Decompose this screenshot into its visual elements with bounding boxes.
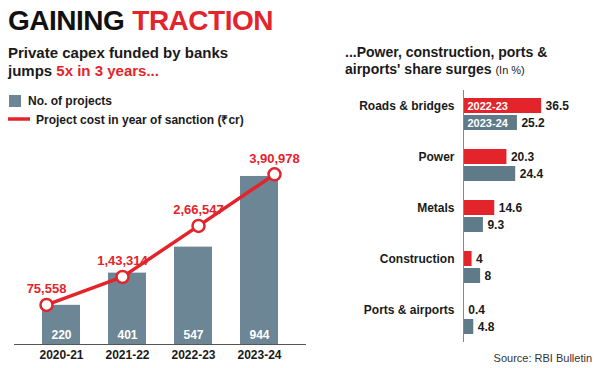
svg-text:401: 401 (117, 328, 137, 342)
svg-text:0.4: 0.4 (468, 303, 485, 317)
svg-text:220: 220 (51, 328, 71, 342)
svg-text:36.5: 36.5 (546, 99, 570, 113)
svg-text:Metals: Metals (417, 201, 455, 215)
svg-text:547: 547 (183, 328, 203, 342)
svg-text:Construction: Construction (380, 252, 455, 266)
html-text:Source: RBI Bulletin: Source: RBI Bulletin (493, 352, 592, 364)
svg-text:2022-23: 2022-23 (468, 100, 508, 112)
svg-text:1,43,314: 1,43,314 (97, 253, 148, 268)
svg-text:2,66,547: 2,66,547 (173, 202, 224, 217)
html-text:No. of projects: No. of projects (28, 94, 112, 108)
svg-text:Power: Power (418, 150, 454, 164)
svg-text:2020-21: 2020-21 (39, 348, 83, 362)
html-text:...Power, construction, ports: ...Power, construction, ports & airports… (345, 44, 548, 77)
html-text:GAINING TRACTION: GAINING TRACTION (8, 5, 273, 36)
html-text:Private capex funded by banks: Private capex funded by banks jumps 5x i… (8, 44, 229, 79)
svg-text:Ports & airports: Ports & airports (364, 303, 455, 317)
svg-text:Roads & bridges: Roads & bridges (359, 99, 455, 113)
svg-text:2023-24: 2023-24 (237, 348, 281, 362)
svg-text:4: 4 (476, 252, 483, 266)
svg-text:3,90,978: 3,90,978 (249, 151, 300, 166)
svg-text:8: 8 (485, 269, 492, 283)
svg-text:4.8: 4.8 (478, 320, 495, 334)
svg-text:20.3: 20.3 (511, 150, 535, 164)
svg-text:25.2: 25.2 (521, 116, 545, 130)
svg-text:2022-23: 2022-23 (171, 348, 215, 362)
svg-text:24.4: 24.4 (520, 167, 544, 181)
svg-text:2023-24: 2023-24 (468, 117, 509, 129)
svg-text:75,558: 75,558 (27, 281, 67, 296)
svg-text:944: 944 (249, 328, 269, 342)
html-text:Project cost in year of sancti: Project cost in year of sanction (₹cr) (36, 112, 244, 127)
svg-text:14.6: 14.6 (499, 201, 523, 215)
svg-text:9.3: 9.3 (487, 218, 504, 232)
svg-text:2021-22: 2021-22 (105, 348, 149, 362)
